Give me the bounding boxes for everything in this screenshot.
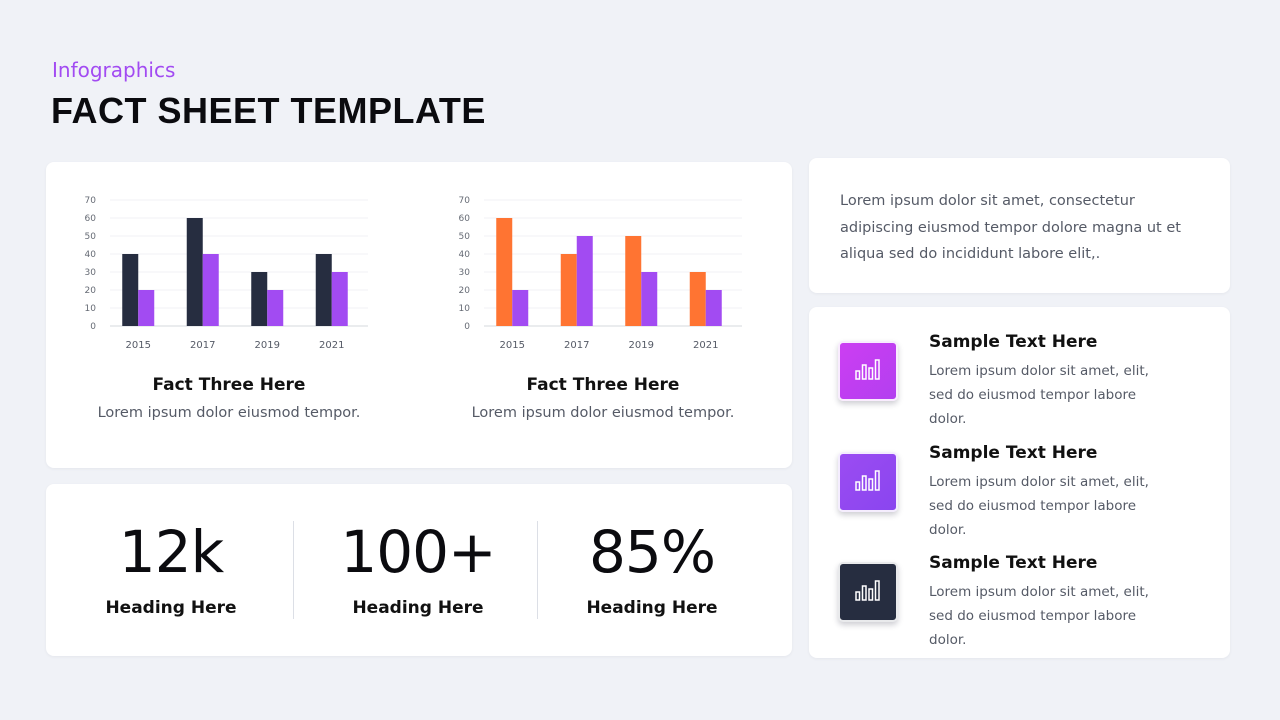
y-tick-label: 10: [85, 304, 97, 314]
chart-left-caption: Lorem ipsum dolor eiusmod tempor.: [97, 405, 361, 421]
bar-2017-s2: [576, 236, 593, 326]
item-heading: Sample Text Here: [929, 443, 1098, 463]
bar-2017-s2: [202, 254, 219, 326]
list-item: Sample Text Here Lorem ipsum dolor sit a…: [809, 553, 1230, 652]
y-tick-label: 30: [459, 268, 471, 278]
y-tick-label: 50: [459, 232, 471, 242]
x-tick-label: 2017: [190, 340, 215, 351]
bar-2019-s1: [625, 236, 642, 326]
stat-value: 100+: [340, 518, 496, 586]
stat-projects: 100+ Heading Here: [308, 484, 528, 656]
x-tick-label: 2017: [564, 340, 589, 351]
item-heading: Sample Text Here: [929, 332, 1098, 352]
stat-value: 85%: [589, 518, 716, 586]
item-heading: Sample Text Here: [929, 553, 1098, 573]
bar-2017-s1: [186, 218, 203, 326]
bar-chart-icon: [854, 468, 882, 496]
bar-2021-s1: [315, 254, 332, 326]
y-tick-label: 40: [85, 250, 97, 260]
x-tick-label: 2015: [500, 340, 525, 351]
bar-2021-s2: [705, 290, 722, 326]
stat-percent: 85% Heading Here: [552, 484, 752, 656]
bar-2017-s1: [560, 254, 577, 326]
features-card: Sample Text Here Lorem ipsum dolor sit a…: [809, 307, 1230, 658]
bar-2019-s2: [267, 290, 284, 326]
y-tick-label: 20: [459, 286, 471, 296]
icon-tile: [838, 341, 898, 401]
stat-label: Heading Here: [352, 598, 484, 618]
bar-2015-s1: [122, 254, 139, 326]
list-item: Sample Text Here Lorem ipsum dolor sit a…: [809, 332, 1230, 431]
stat-label: Heading Here: [105, 598, 237, 618]
stat-label: Heading Here: [586, 598, 718, 618]
bar-2021-s2: [331, 272, 348, 326]
description-card: Lorem ipsum dolor sit amet, consectetur …: [809, 158, 1230, 293]
x-tick-label: 2021: [319, 340, 344, 351]
x-tick-label: 2019: [255, 340, 280, 351]
slide-subtitle: Infographics: [52, 58, 176, 82]
bar-2021-s1: [689, 272, 706, 326]
chart-right-caption: Lorem ipsum dolor eiusmod tempor.: [471, 405, 735, 421]
description-text: Lorem ipsum dolor sit amet, consectetur …: [840, 193, 1181, 262]
x-tick-label: 2021: [693, 340, 718, 351]
y-tick-label: 0: [464, 322, 470, 332]
item-text: Lorem ipsum dolor sit amet, elit, sed do…: [929, 584, 1149, 648]
y-tick-label: 0: [90, 322, 96, 332]
y-tick-label: 60: [85, 214, 97, 224]
y-tick-label: 20: [85, 286, 97, 296]
stat-value: 12k: [118, 518, 224, 586]
icon-tile: [838, 452, 898, 512]
item-text: Lorem ipsum dolor sit amet, elit, sed do…: [929, 363, 1149, 427]
icon-tile: [838, 562, 898, 622]
chart-left-title: Fact Three Here: [152, 375, 306, 395]
x-tick-label: 2019: [629, 340, 654, 351]
slide-title: FACT SHEET TEMPLATE: [51, 90, 486, 131]
bar-chart-left: 0 10 20 30 40 50 60 70 2015 2017 2019 2021: [85, 196, 368, 351]
charts-card: 0 10 20 30 40 50 60 70 2015 2017 2019 2021 Fact Thr…: [46, 162, 792, 468]
item-text: Lorem ipsum dolor sit amet, elit, sed do…: [929, 474, 1149, 538]
bar-chart-icon: [854, 357, 882, 385]
bar-2015-s1: [496, 218, 513, 326]
stat-divider: [537, 521, 538, 619]
y-tick-label: 30: [85, 268, 97, 278]
bar-chart-right: 0 10 20 30 40 50 60 70 2015 2017 2019 2021: [459, 196, 742, 351]
y-tick-label: 50: [85, 232, 97, 242]
bar-chart-icon: [854, 578, 882, 606]
stats-card: 12k Heading Here 100+ Heading Here 85% H…: [46, 484, 792, 656]
stat-users: 12k Heading Here: [71, 484, 271, 656]
x-tick-label: 2015: [126, 340, 151, 351]
bar-2019-s2: [641, 272, 658, 326]
bar-2015-s2: [512, 290, 529, 326]
y-tick-label: 70: [85, 196, 97, 206]
stat-divider: [293, 521, 294, 619]
y-tick-label: 40: [459, 250, 471, 260]
y-tick-label: 10: [459, 304, 471, 314]
list-item: Sample Text Here Lorem ipsum dolor sit a…: [809, 443, 1230, 542]
bar-2015-s2: [138, 290, 155, 326]
y-tick-label: 70: [459, 196, 471, 206]
chart-right-title: Fact Three Here: [526, 375, 680, 395]
bar-2019-s1: [251, 272, 268, 326]
y-tick-label: 60: [459, 214, 471, 224]
